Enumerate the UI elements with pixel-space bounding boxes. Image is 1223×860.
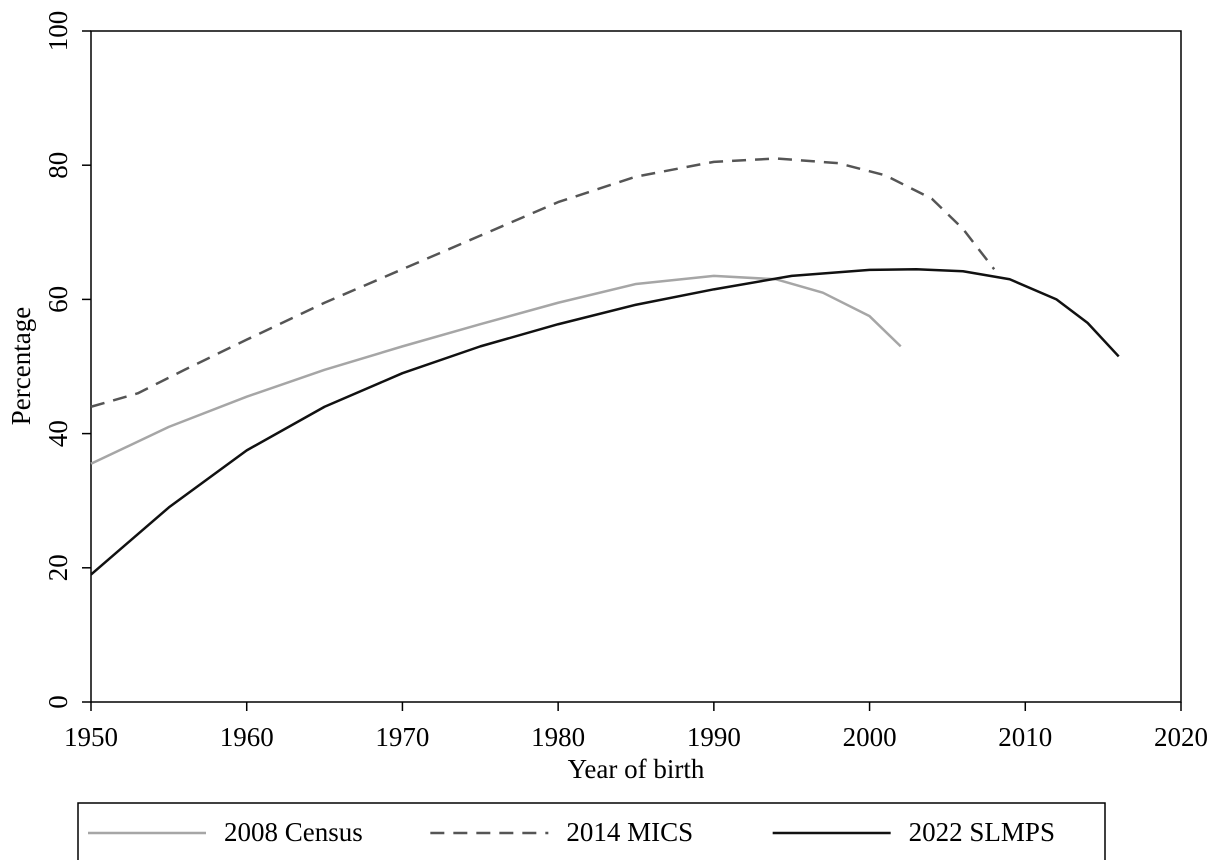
legend-box [77,802,1106,860]
x-axis-title: Year of birth [568,754,705,784]
legend-label: 2008 Census [224,817,363,847]
series-line [90,157,996,408]
x-tick-label: 1950 [64,722,118,752]
legend-label: 2014 MICS [566,817,693,847]
y-tick-label: 0 [43,695,73,709]
y-tick-label: 20 [43,554,73,581]
x-tick-label: 2020 [1154,722,1208,752]
plot-frame [90,30,1182,703]
y-tick-label: 60 [43,286,73,313]
y-tick-label: 80 [43,152,73,179]
x-tick-label: 2000 [843,722,897,752]
y-tick-label: 40 [43,420,73,447]
x-tick-label: 1980 [531,722,585,752]
y-tick-label: 100 [43,11,73,52]
x-tick-label: 1990 [687,722,741,752]
x-tick-label: 1970 [375,722,429,752]
x-tick-label: 2010 [998,722,1052,752]
legend-label: 2022 SLMPS [909,817,1055,847]
x-tick-label: 1960 [220,722,274,752]
y-axis-title: Percentage [6,307,36,425]
series-line [90,274,902,465]
series-line [90,267,1120,576]
